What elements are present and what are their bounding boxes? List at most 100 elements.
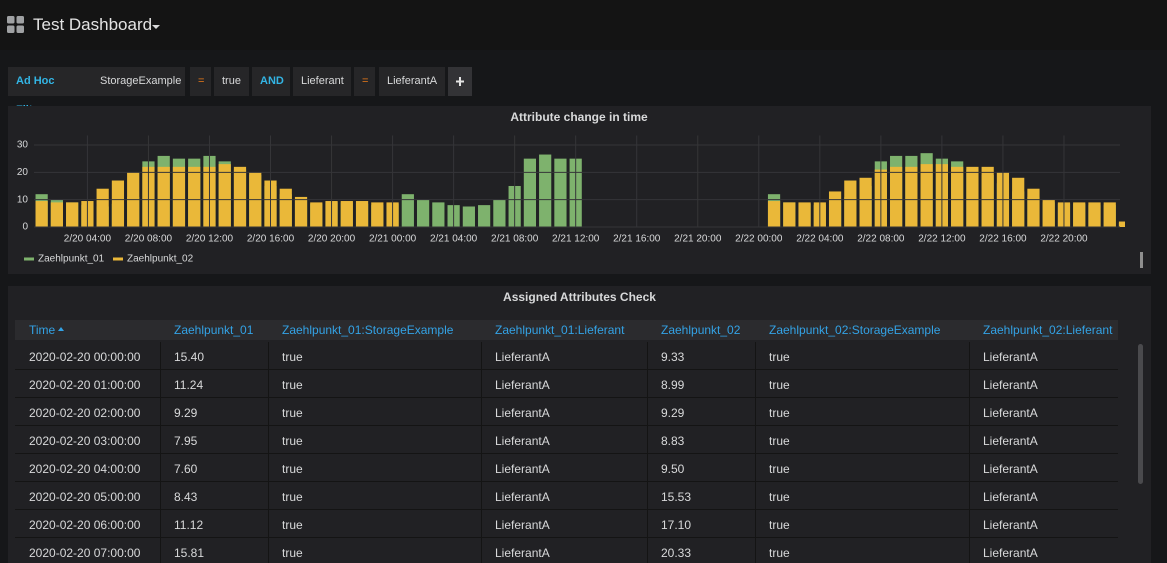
- table-cell: LieferantA: [983, 350, 1038, 364]
- bar: [341, 201, 353, 227]
- table-cell: true: [769, 434, 790, 448]
- x-tick-label: 2/22 00:00: [735, 234, 783, 245]
- bar: [51, 202, 63, 227]
- column-divider: [481, 510, 482, 537]
- column-header[interactable]: Zaehlpunkt_02:StorageExample: [769, 323, 940, 337]
- scrollbar[interactable]: [1138, 344, 1143, 484]
- column-divider: [481, 370, 482, 397]
- column-divider: [755, 454, 756, 481]
- bar: [66, 202, 78, 227]
- bar: [1088, 202, 1100, 227]
- column-header[interactable]: Zaehlpunkt_02: [661, 323, 740, 337]
- column-divider: [481, 538, 482, 563]
- column-divider: [647, 538, 648, 563]
- bar: [234, 167, 246, 227]
- column-divider: [755, 510, 756, 537]
- bar: [859, 178, 871, 227]
- column-divider: [481, 482, 482, 509]
- table-cell: LieferantA: [495, 490, 550, 504]
- table-cell: LieferantA: [495, 518, 550, 532]
- column-divider: [268, 454, 269, 481]
- bar: [1104, 202, 1116, 227]
- table-cell: 11.12: [174, 518, 203, 532]
- bar: [524, 159, 536, 227]
- column-divider: [160, 482, 161, 509]
- bar: [219, 164, 231, 227]
- column-divider: [969, 398, 970, 425]
- chart-title: Attribute change in time: [510, 110, 648, 124]
- table-cell: LieferantA: [495, 350, 550, 364]
- table-cell: 8.83: [661, 434, 684, 448]
- sort-icon: [58, 325, 66, 333]
- column-divider: [647, 482, 648, 509]
- bar: [112, 181, 124, 227]
- column-divider: [160, 454, 161, 481]
- bar: [554, 159, 566, 227]
- bar: [1027, 189, 1039, 227]
- y-tick-label: 20: [17, 167, 29, 178]
- column-divider: [481, 426, 482, 453]
- column-divider: [969, 538, 970, 563]
- bar: [158, 167, 170, 227]
- column-header[interactable]: Zaehlpunkt_01:Lieferant: [495, 323, 624, 337]
- column-divider: [969, 510, 970, 537]
- table-cell: true: [769, 546, 790, 560]
- bar: [295, 197, 307, 227]
- column-header[interactable]: Zaehlpunkt_01:StorageExample: [282, 323, 453, 337]
- column-divider: [755, 398, 756, 425]
- legend-label: Zaehlpunkt_01: [38, 254, 105, 265]
- table-cell: 17.10: [661, 518, 691, 532]
- column-divider: [647, 426, 648, 453]
- x-tick-label: 2/22 04:00: [796, 234, 844, 245]
- table-cell: LieferantA: [983, 406, 1038, 420]
- column-divider: [481, 454, 482, 481]
- column-divider: [160, 426, 161, 453]
- table-cell: true: [769, 518, 790, 532]
- bar: [844, 181, 856, 227]
- chart: Attribute change in time 01020302/20 04:…: [0, 0, 1167, 280]
- table-cell: true: [769, 350, 790, 364]
- table-cell: 2020-02-20 05:00:00: [29, 490, 140, 504]
- x-tick-label: 2/22 16:00: [979, 234, 1027, 245]
- table-cell: true: [282, 434, 303, 448]
- table-cell: 7.60: [174, 462, 197, 476]
- table-cell: 2020-02-20 00:00:00: [29, 350, 140, 364]
- column-divider: [755, 342, 756, 369]
- table-cell: 8.43: [174, 490, 197, 504]
- bar: [280, 189, 292, 227]
- table-cell: 9.33: [661, 350, 684, 364]
- x-tick-label: 2/22 12:00: [918, 234, 966, 245]
- table-title: Assigned Attributes Check: [0, 290, 1159, 304]
- column-divider: [268, 342, 269, 369]
- column-header[interactable]: Zaehlpunkt_01: [174, 323, 253, 337]
- table-cell: 2020-02-20 06:00:00: [29, 518, 140, 532]
- legend-label: Zaehlpunkt_02: [127, 254, 194, 265]
- table-cell: LieferantA: [983, 378, 1038, 392]
- column-divider: [755, 426, 756, 453]
- column-header[interactable]: Zaehlpunkt_02:Lieferant: [983, 323, 1112, 337]
- table-cell: LieferantA: [983, 546, 1038, 560]
- y-tick-label: 0: [22, 222, 28, 233]
- table-cell: LieferantA: [495, 406, 550, 420]
- table-cell: true: [769, 490, 790, 504]
- bar: [829, 191, 841, 227]
- column-divider: [160, 370, 161, 397]
- bar: [1043, 200, 1055, 227]
- bar: [921, 164, 933, 227]
- table-cell: true: [769, 462, 790, 476]
- column-divider: [969, 342, 970, 369]
- table-cell: LieferantA: [983, 462, 1038, 476]
- table-cell: 7.95: [174, 434, 197, 448]
- bar: [783, 202, 795, 227]
- bar: [463, 206, 475, 227]
- y-tick-label: 10: [17, 194, 29, 205]
- table-cell: 9.50: [661, 462, 684, 476]
- table-cell: 20.33: [661, 546, 691, 560]
- table-cell: 2020-02-20 03:00:00: [29, 434, 140, 448]
- bar: [1119, 222, 1131, 227]
- bar: [371, 202, 383, 227]
- bar: [493, 200, 505, 227]
- column-header[interactable]: Time: [29, 323, 66, 337]
- table-cell: true: [282, 518, 303, 532]
